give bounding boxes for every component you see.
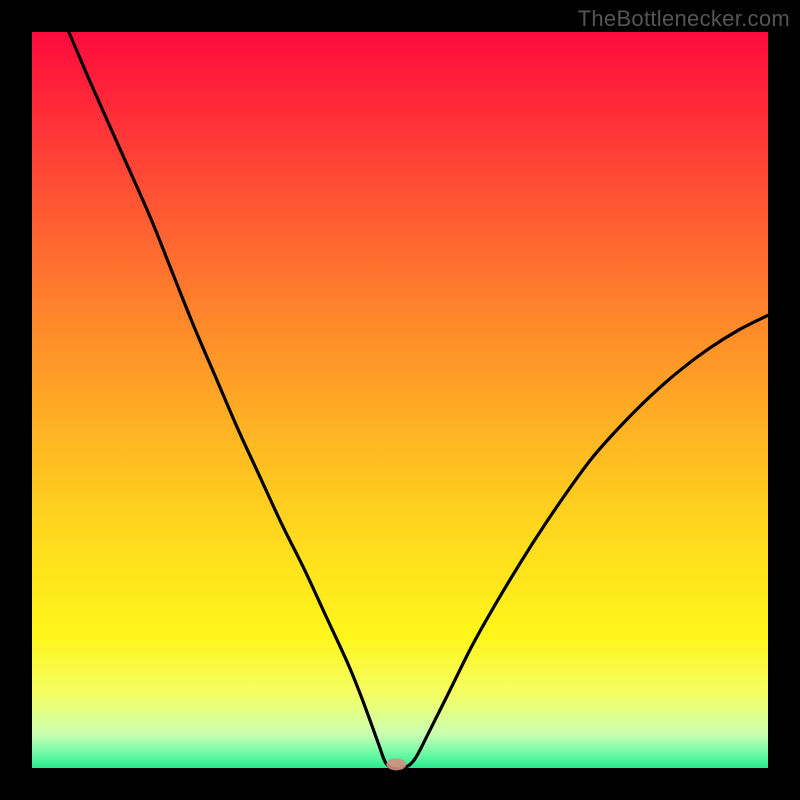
watermark-text: TheBottlenecker.com xyxy=(578,6,790,32)
bottleneck-chart xyxy=(0,0,800,800)
plot-background xyxy=(32,32,768,768)
optimum-marker xyxy=(386,758,406,770)
chart-container: TheBottlenecker.com xyxy=(0,0,800,800)
